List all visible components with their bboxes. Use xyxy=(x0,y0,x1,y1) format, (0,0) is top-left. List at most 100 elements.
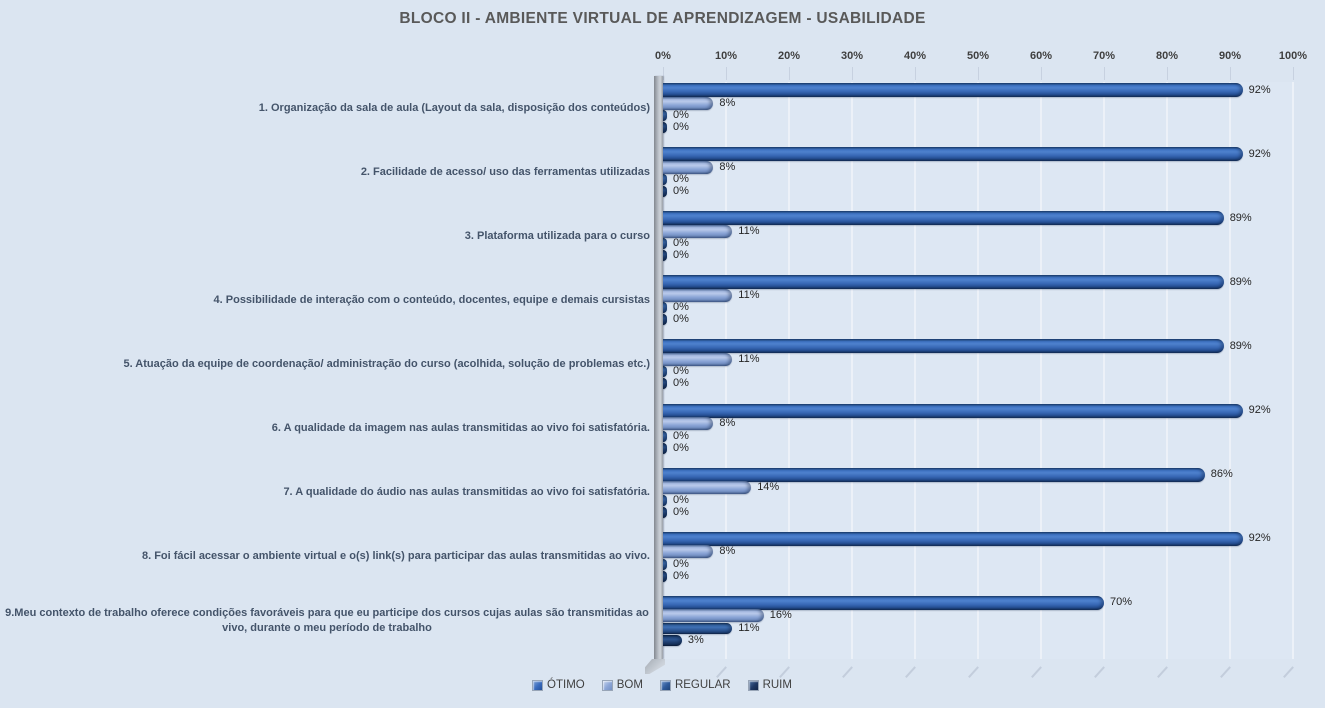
x-axis-tick-mark xyxy=(789,67,790,80)
bar-otimo xyxy=(663,403,1243,418)
bar-otimo xyxy=(663,275,1224,290)
legend-marker-ruim xyxy=(748,680,758,690)
gridline xyxy=(914,82,916,659)
bar-ruim xyxy=(663,122,667,133)
x-axis-tick-label: 70% xyxy=(1092,50,1116,62)
x-axis-tick-mark xyxy=(1104,67,1105,80)
bar-value-label: 8% xyxy=(719,160,736,173)
bar-value-label: 89% xyxy=(1229,339,1252,352)
bar-value-label: 11% xyxy=(738,621,760,634)
category-label-text: 3. Plataforma utilizada para o curso xyxy=(464,229,650,242)
bar-regular xyxy=(663,558,667,570)
floor-tick xyxy=(842,666,853,678)
bar-regular xyxy=(663,622,733,634)
legend-item-otimo: ÓTIMO xyxy=(533,679,585,691)
floor-tick xyxy=(1220,666,1231,678)
bar-bom xyxy=(663,352,733,366)
bar-ruim xyxy=(663,634,682,646)
legend-item-label: RUIM xyxy=(762,679,792,691)
x-axis-tick-mark xyxy=(1041,67,1042,80)
bar-value-label: 11% xyxy=(738,224,760,237)
bar-ruim xyxy=(663,378,667,390)
category-label: 7. A qualidade do áudio nas aulas transm… xyxy=(4,467,650,519)
bar-bom xyxy=(663,545,714,559)
bar-ruim xyxy=(663,442,667,454)
bar-ruim xyxy=(663,250,667,262)
legend: ÓTIMO BOM REGULAR RUIM xyxy=(0,679,1325,691)
bar-value-label: 92% xyxy=(1248,532,1271,545)
floor-tick xyxy=(1283,666,1294,678)
gridline xyxy=(1292,82,1294,659)
legend-item-ruim: RUIM xyxy=(748,679,792,691)
legend-item-label: BOM xyxy=(616,679,643,691)
bar-regular xyxy=(663,494,667,506)
bar-value-label: 86% xyxy=(1210,468,1233,481)
bar-otimo xyxy=(663,83,1243,97)
x-axis-tick-label: 10% xyxy=(714,50,738,62)
bar-value-label: 8% xyxy=(719,545,736,558)
gridline xyxy=(1040,82,1042,659)
bar-value-label: 0% xyxy=(673,185,689,198)
x-axis-tick-label: 0% xyxy=(655,50,671,62)
bar-value-label: 8% xyxy=(719,417,736,430)
bar-value-label: 0% xyxy=(673,377,689,390)
bar-value-label: 0% xyxy=(673,493,689,506)
x-axis-tick-mark xyxy=(852,67,853,80)
category-label-text: 8. Foi fácil acessar o ambiente virtual … xyxy=(141,550,650,563)
bar-bom xyxy=(663,417,714,431)
bar-value-label: 0% xyxy=(673,557,689,570)
bar-value-label: 92% xyxy=(1248,147,1271,160)
floor-tick xyxy=(716,666,727,678)
legend-marker-otimo xyxy=(533,680,543,690)
bar-regular xyxy=(663,110,667,121)
legend-item-regular: REGULAR xyxy=(660,679,731,691)
gridline xyxy=(977,82,979,659)
floor-tick xyxy=(1094,666,1105,678)
bar-value-label: 0% xyxy=(673,109,689,121)
legend-marker-regular xyxy=(660,680,670,690)
x-axis-tick-label: 50% xyxy=(966,50,990,62)
legend-marker-bom xyxy=(602,680,612,690)
bar-value-label: 70% xyxy=(1110,596,1133,609)
bar-value-label: 0% xyxy=(673,313,689,326)
x-axis-tick-label: 40% xyxy=(903,50,927,62)
legend-item-bom: BOM xyxy=(602,679,643,691)
bar-otimo xyxy=(663,211,1224,226)
gridline xyxy=(851,82,853,659)
floor-tick xyxy=(968,666,979,678)
bar-value-label: 8% xyxy=(719,96,736,109)
bar-ruim xyxy=(663,186,667,198)
bar-value-label: 16% xyxy=(769,609,792,622)
legend-item-label: REGULAR xyxy=(674,679,731,691)
x-axis-tick-label: 90% xyxy=(1218,50,1242,62)
x-axis-tick-mark xyxy=(1293,67,1294,80)
category-label-text: 6. A qualidade da imagem nas aulas trans… xyxy=(271,422,650,435)
x-axis-tick-mark xyxy=(726,67,727,80)
bar-bom xyxy=(663,96,714,110)
category-label-text: 4. Possibilidade de interação com o cont… xyxy=(213,293,650,306)
gridline xyxy=(725,82,727,659)
category-label: 1. Organização da sala de aula (Layout d… xyxy=(4,82,650,134)
x-axis-tick-mark xyxy=(1230,67,1231,80)
floor-tick xyxy=(1157,666,1168,678)
category-label: 9.Meu contexto de trabalho oferece condi… xyxy=(4,595,650,647)
bar-otimo xyxy=(663,147,1243,162)
bar-value-label: 0% xyxy=(673,365,689,378)
bar-value-label: 0% xyxy=(673,237,689,250)
wall-foot-shadow xyxy=(645,659,665,674)
gridline xyxy=(1166,82,1168,659)
floor-tick xyxy=(1031,666,1042,678)
bar-value-label: 89% xyxy=(1229,211,1252,224)
bar-bom xyxy=(663,609,764,623)
bar-value-label: 0% xyxy=(673,249,689,262)
bar-bom xyxy=(663,288,733,302)
bar-ruim xyxy=(663,314,667,326)
bar-value-label: 14% xyxy=(757,481,780,494)
gridline xyxy=(788,82,790,659)
bar-bom xyxy=(663,481,752,495)
legend-item-label: ÓTIMO xyxy=(547,679,585,691)
bar-otimo xyxy=(663,531,1243,546)
bar-value-label: 89% xyxy=(1229,275,1252,288)
x-axis-tick-label: 80% xyxy=(1155,50,1179,62)
